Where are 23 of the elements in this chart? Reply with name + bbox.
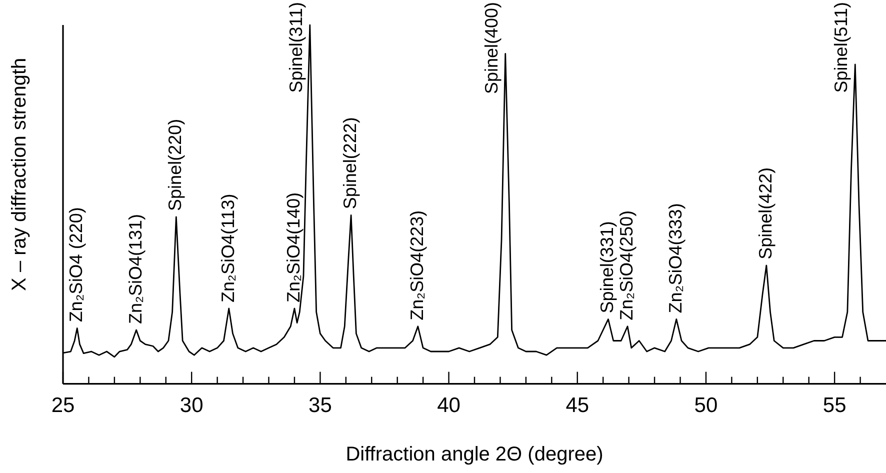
annotation: Spinel(222) bbox=[340, 117, 360, 210]
annotation: Zn₂SiO4(113) bbox=[218, 194, 238, 302]
annotation: Spinel(311) bbox=[286, 2, 306, 93]
annotation: Zn₂SiO4(250) bbox=[616, 210, 636, 320]
x-tick-label: 45 bbox=[566, 394, 590, 418]
annotation: Spinel(220) bbox=[165, 118, 186, 211]
x-tick-label: 50 bbox=[694, 394, 718, 418]
annotation: Spinel(331) bbox=[597, 221, 618, 314]
annotation: Zn₂SiO4(140) bbox=[283, 192, 304, 302]
annotation: Zn₂SiO4 (220) bbox=[66, 207, 86, 322]
annotation: Zn₂SiO4(333) bbox=[665, 203, 686, 314]
x-tick-label: 30 bbox=[180, 394, 204, 418]
x-tick-label: 25 bbox=[51, 394, 75, 418]
x-tick-label: 40 bbox=[437, 394, 460, 418]
annotation: Spinel(422) bbox=[755, 167, 776, 260]
annotation: Spinel(400) bbox=[481, 2, 502, 94]
annotation: Zn₂SiO4(131) bbox=[125, 214, 146, 324]
annotation: Zn₂SiO4(223) bbox=[406, 210, 427, 320]
y-axis-title: X – ray diffraction strength bbox=[8, 58, 31, 291]
x-tick-label: 35 bbox=[308, 394, 332, 418]
x-tick-label: 55 bbox=[822, 394, 846, 418]
x-axis-title: Diffraction angle 2Θ (degree) bbox=[346, 444, 604, 466]
annotation: Spinel(511) bbox=[831, 2, 852, 93]
